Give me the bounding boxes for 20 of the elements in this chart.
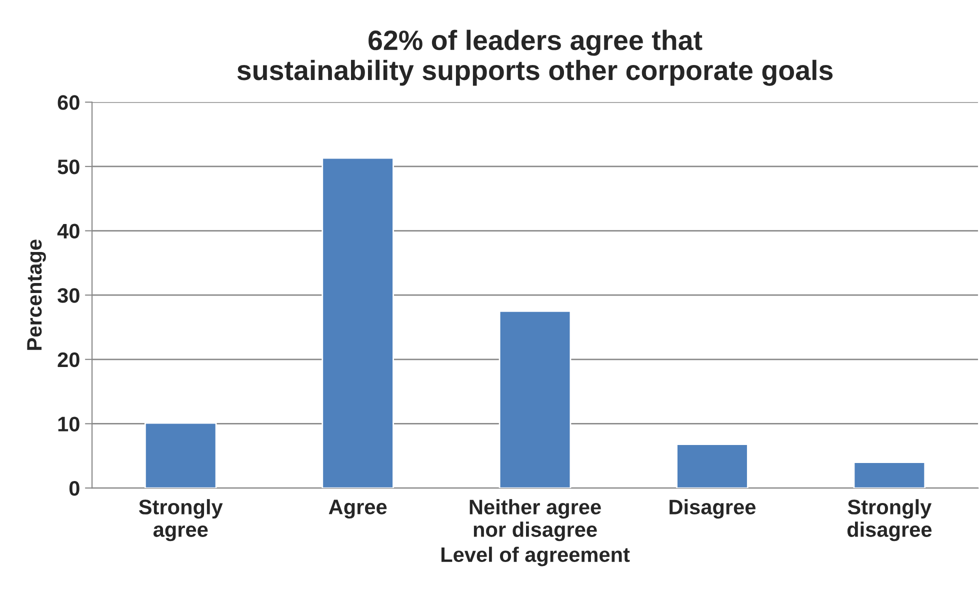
bar: [322, 157, 394, 488]
x-tick-label: Neither agree nor disagree: [470, 499, 601, 542]
bar: [498, 310, 572, 488]
y-tick-label: 30: [58, 288, 80, 303]
x-tick-label: Agree: [328, 500, 387, 519]
y-tick-label: 60: [58, 95, 80, 110]
bar: [144, 422, 217, 488]
y-axis-title: Percentage: [27, 240, 46, 350]
bar: [853, 462, 926, 488]
y-tick-label: 50: [58, 159, 80, 174]
chart-title: 62% of leaders agree that sustainability supports other corporate goals: [237, 30, 833, 86]
x-axis-title: Level of agreement: [441, 546, 630, 566]
y-tick-label: 10: [58, 416, 80, 432]
y-tick-label: 0: [69, 481, 80, 496]
bar: [676, 444, 748, 488]
x-tick-label: Strongly disagree: [847, 499, 932, 542]
y-tick-label: 40: [57, 224, 80, 239]
x-tick-label: Disagree: [670, 499, 756, 519]
x-tick-label: Strongly agree: [138, 499, 223, 542]
y-tick-label: 20: [58, 352, 80, 368]
